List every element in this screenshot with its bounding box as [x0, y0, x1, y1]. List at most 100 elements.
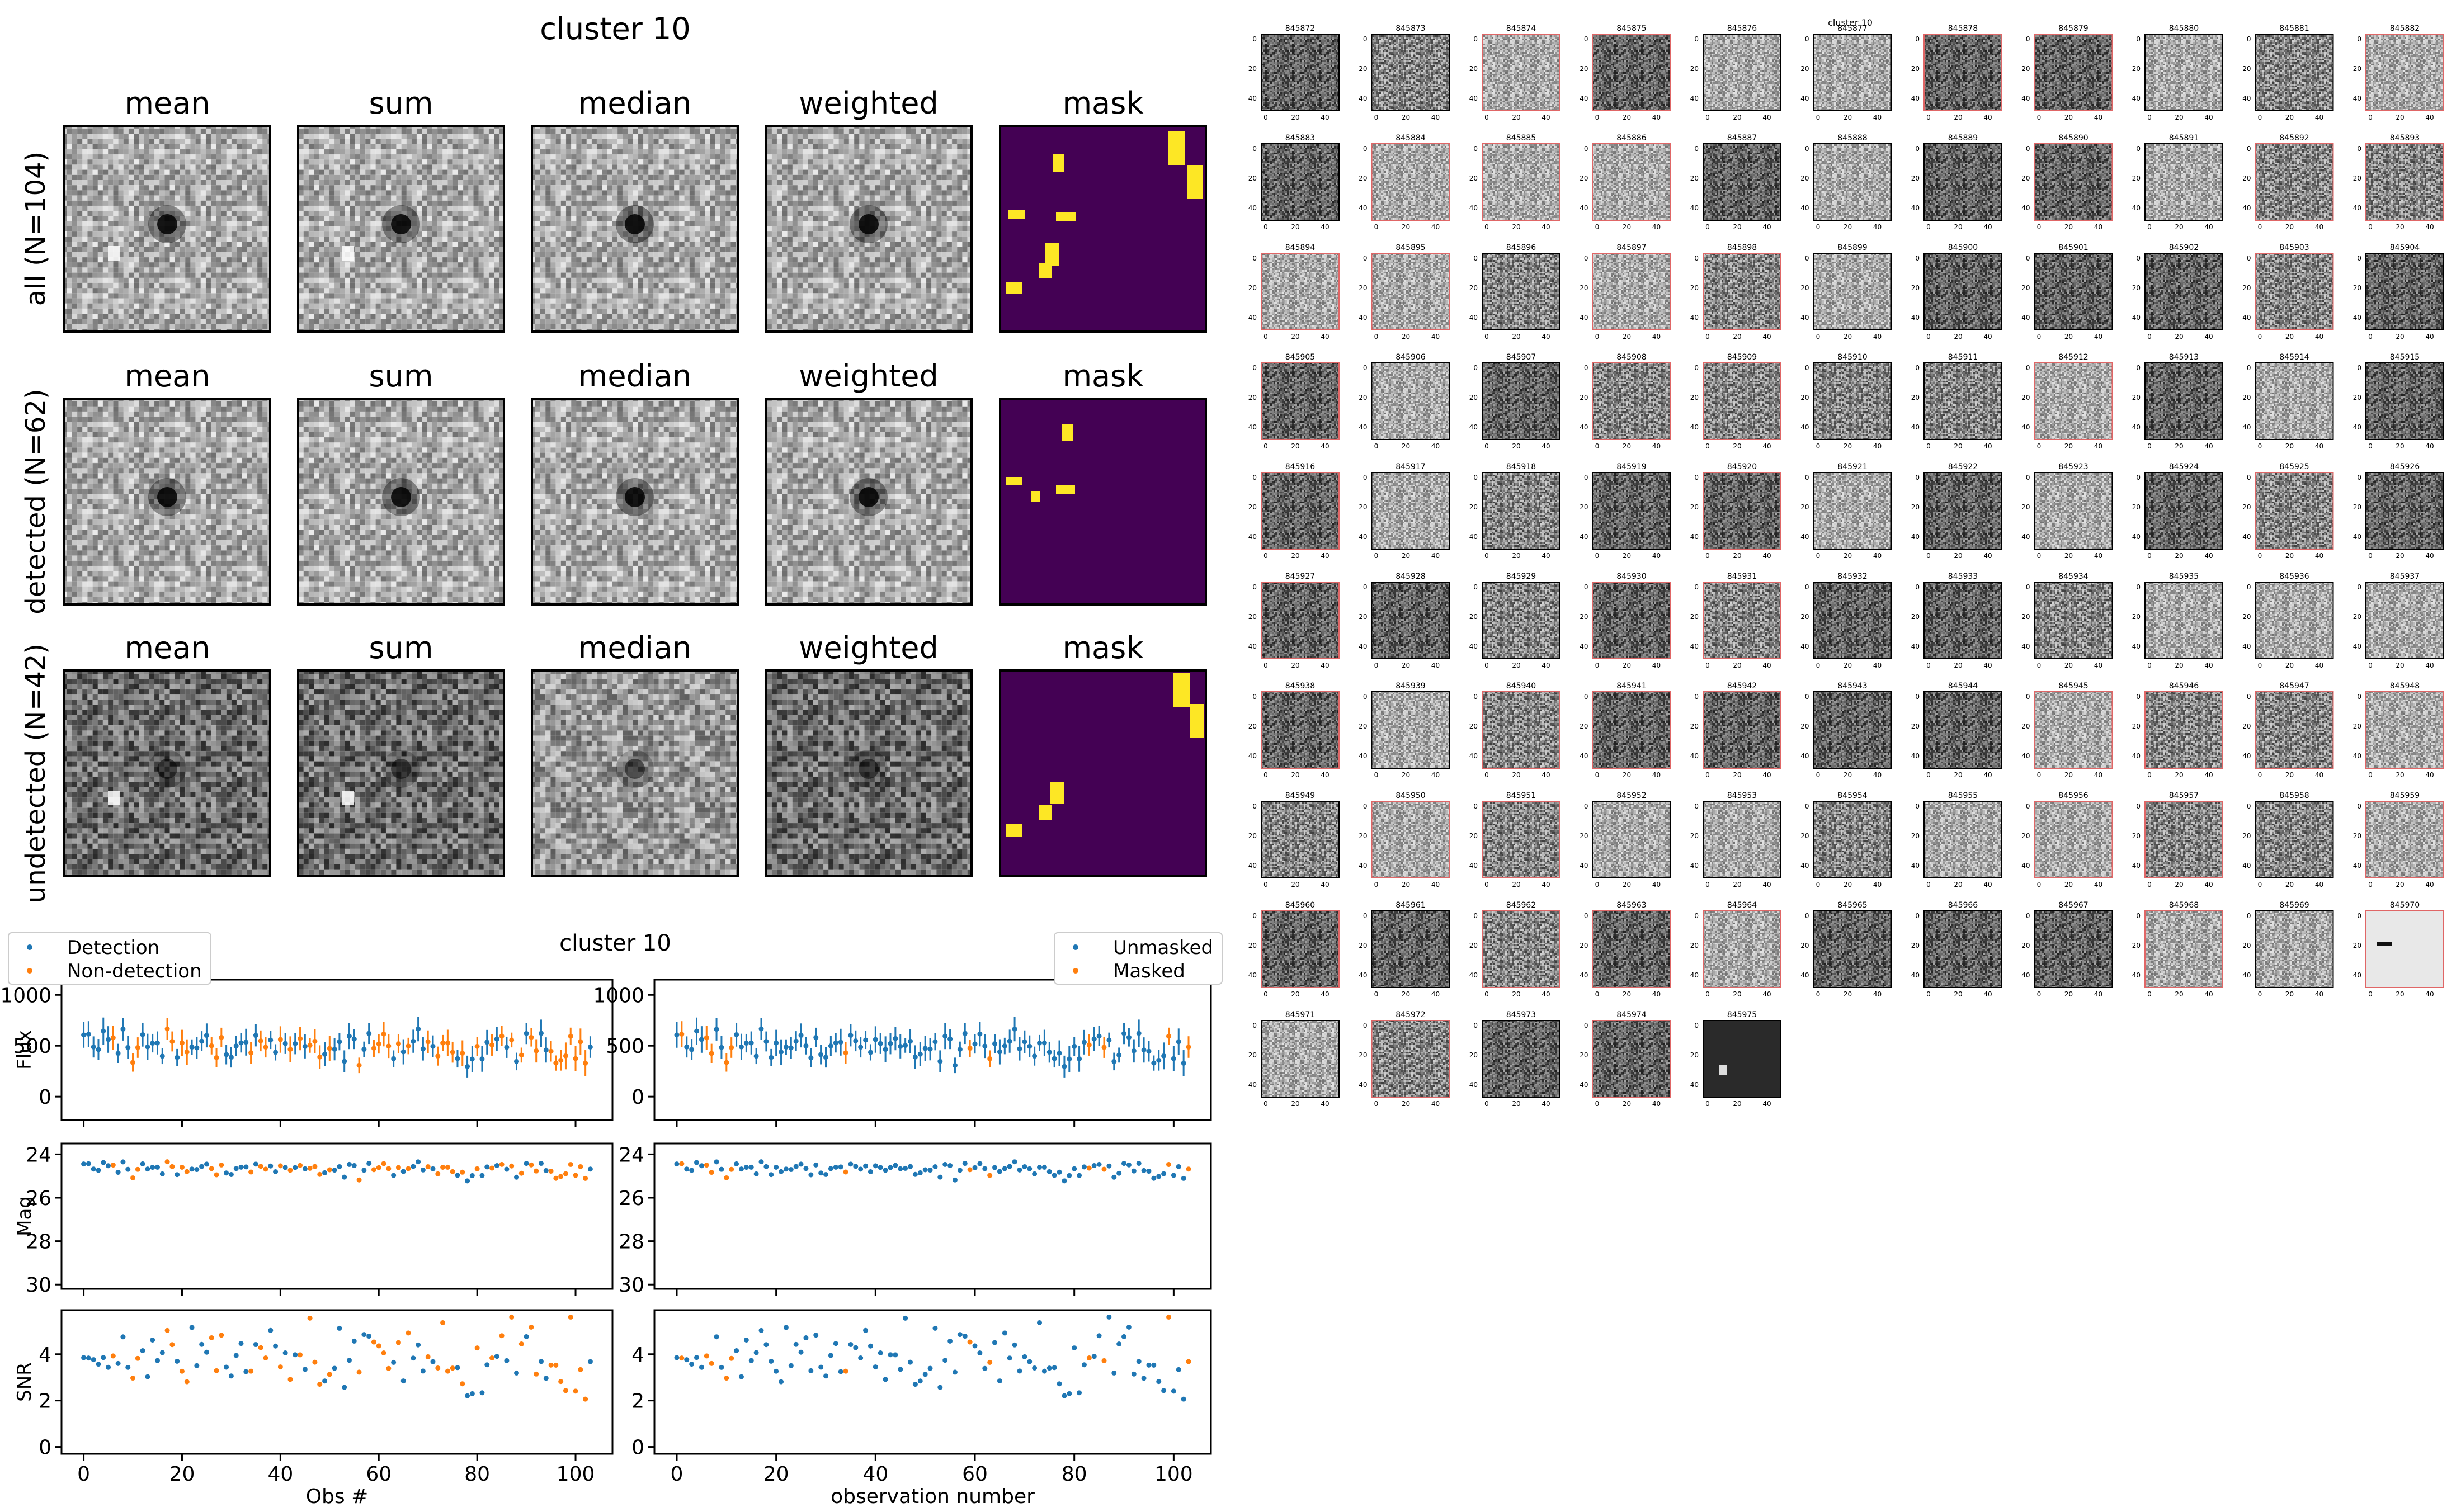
tile-x-tick: 20 [2285, 552, 2294, 560]
tile-x-tick: 40 [2204, 114, 2213, 121]
tile-x-tick: 0 [2368, 333, 2373, 341]
tile-x-tick: 20 [1844, 114, 1852, 121]
data-point [518, 1170, 524, 1176]
data-point [179, 1164, 185, 1170]
tile-x-tick: 40 [1541, 662, 1550, 669]
data-point [873, 1364, 878, 1370]
data-point [932, 1325, 938, 1331]
tile-x-tick: 20 [1733, 771, 1741, 779]
data-point [96, 1362, 101, 1367]
thumbnail-image [1592, 911, 1671, 987]
data-point [1017, 1046, 1022, 1052]
data-point [120, 1334, 126, 1340]
data-point [947, 1036, 953, 1042]
data-point [674, 1355, 680, 1360]
data-point [248, 1169, 254, 1175]
data-point [199, 1341, 205, 1347]
tile-x-tick: 0 [1484, 114, 1489, 121]
data-point [1136, 1161, 1142, 1166]
thumbnail-id: 845924 [2169, 462, 2199, 471]
thumbnail-id: 845919 [1616, 462, 1646, 471]
x-tick-label: 0 [77, 1463, 90, 1486]
x-tick-label: 100 [1154, 1463, 1193, 1486]
data-point [813, 1162, 819, 1168]
mask-region [1173, 673, 1190, 707]
tile-x-tick: 20 [1844, 771, 1852, 779]
data-point [568, 1161, 573, 1167]
data-point [386, 1166, 392, 1171]
tile-y-tick: 20 [1469, 613, 1478, 621]
thumbnail-frame [1592, 362, 1671, 440]
thumbnail-image [1813, 582, 1892, 659]
thumbnail-frame [1261, 34, 1340, 111]
tile-y-tick: 0 [2357, 583, 2361, 591]
thumbnail-frame [2255, 362, 2334, 440]
bright-artifact [342, 791, 354, 805]
tile-y-tick: 40 [1800, 971, 1809, 979]
thumbnail-image [2255, 34, 2333, 111]
thumbnail-frame [2144, 691, 2223, 769]
tile-y-tick: 20 [2021, 942, 2030, 949]
data-point [514, 1370, 520, 1376]
thumbnail-id: 845884 [1395, 134, 1426, 143]
data-point [709, 1051, 714, 1056]
thumbnail-image [2366, 144, 2444, 220]
thumbnail-image [1703, 144, 1781, 220]
data-point [406, 1166, 411, 1171]
data-point [1121, 1161, 1127, 1166]
data-point [543, 1376, 549, 1381]
data-point [813, 1333, 819, 1338]
thumbnail-id: 845953 [1727, 791, 1757, 800]
thumbnail-frame [2034, 910, 2113, 988]
tile-y-tick: 20 [1469, 394, 1478, 401]
tile-y-tick: 40 [1469, 533, 1478, 541]
data-point [189, 1045, 195, 1050]
data-point [1111, 1174, 1117, 1180]
tile-x-tick: 20 [1733, 114, 1741, 121]
thumbnail-frame [1703, 910, 1781, 988]
tile-y-tick: 0 [2247, 145, 2251, 153]
tile-x-tick: 40 [1762, 223, 1771, 231]
thumbnail-image [1482, 911, 1560, 987]
tile-x-tick: 20 [2285, 333, 2294, 341]
data-point [838, 1164, 843, 1170]
stamp-frame [297, 669, 505, 877]
thumbnail-id: 845886 [1616, 134, 1647, 143]
thumbnail-id: 845956 [2058, 791, 2088, 800]
data-point [450, 1365, 455, 1371]
thumbnail-id: 845899 [1837, 243, 1867, 252]
data-point [1141, 1047, 1147, 1053]
tile-y-tick: 20 [2353, 722, 2361, 730]
data-point [282, 1041, 288, 1046]
data-point [578, 1039, 583, 1045]
data-point [1067, 1391, 1072, 1396]
data-point [248, 1050, 254, 1056]
data-point [952, 1369, 958, 1375]
tile-x-tick: 40 [1873, 881, 1882, 889]
tile-y-tick: 40 [2132, 642, 2141, 650]
data-point [175, 1358, 180, 1364]
data-point [238, 1164, 244, 1170]
data-point [694, 1028, 700, 1034]
tile-x-tick: 0 [2037, 114, 2042, 121]
data-point [922, 1372, 928, 1377]
thumbnail-id: 845952 [1616, 791, 1646, 800]
column-label: sum [369, 630, 433, 665]
data-point [1141, 1376, 1147, 1381]
tile-y-tick: 0 [2357, 802, 2361, 810]
thumbnail-id: 845939 [1395, 682, 1425, 691]
data-point [878, 1041, 883, 1046]
tile-x-tick: 40 [1541, 881, 1550, 889]
data-point [587, 1044, 593, 1050]
thumbnail-frame [2034, 472, 2113, 550]
data-point [209, 1043, 214, 1048]
data-point [1161, 1053, 1167, 1059]
tile-x-tick: 20 [1623, 333, 1631, 341]
thumbnail-image [1371, 472, 1450, 549]
